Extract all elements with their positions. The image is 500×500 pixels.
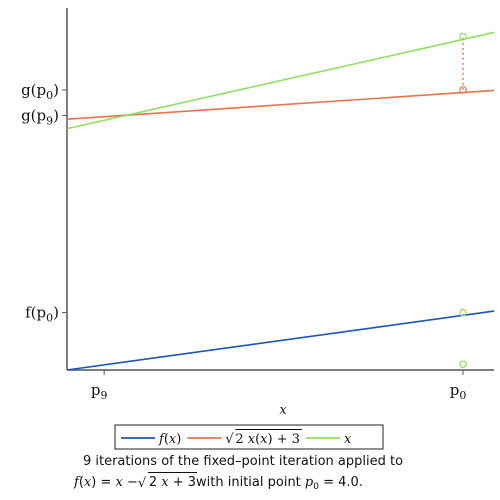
y-tick-label-1: g(p9): [21, 106, 59, 127]
caption: 9 iterations of the fixed–point iteratio…: [73, 454, 403, 492]
legend: f(x) √ 2 x(x) + 3 x: [114, 424, 384, 450]
markers: [459, 32, 467, 369]
series-line-2: [66, 31, 495, 130]
legend-label-1: 2 x(x) + 3: [235, 432, 300, 447]
legend-label-2: x: [344, 432, 352, 447]
legend-radical-1: √: [225, 432, 234, 447]
ticks: p9 p0 f(p0) g(p9) g(p0): [21, 81, 466, 402]
iteration-point-1: [459, 308, 467, 317]
x-axis-label: x: [279, 403, 287, 418]
caption-line-1: 9 iterations of the fixed–point iteratio…: [83, 454, 403, 469]
iteration-point-2: [459, 86, 467, 94]
legend-label-0: f(x): [158, 432, 181, 447]
caption-line-2: f(x) = x −: [73, 475, 138, 490]
iteration-point-3: [459, 32, 467, 41]
caption-radical: √: [138, 476, 147, 491]
caption-line-2-tail: with initial point p0 = 4.0.: [196, 475, 363, 492]
y-tick-label-2: g(p0): [21, 81, 59, 102]
x-tick-label-0: p9: [91, 381, 108, 402]
series-line-0: [66, 310, 495, 371]
x-tick-label-1: p0: [450, 381, 467, 402]
iteration-point-0: [459, 360, 467, 369]
caption-sqrt-arg: 2 x + 3: [149, 475, 196, 490]
series: [66, 31, 495, 371]
y-tick-label-0: f(p0): [25, 304, 59, 325]
axes: [66, 8, 494, 371]
series-line-1: [66, 89, 495, 120]
